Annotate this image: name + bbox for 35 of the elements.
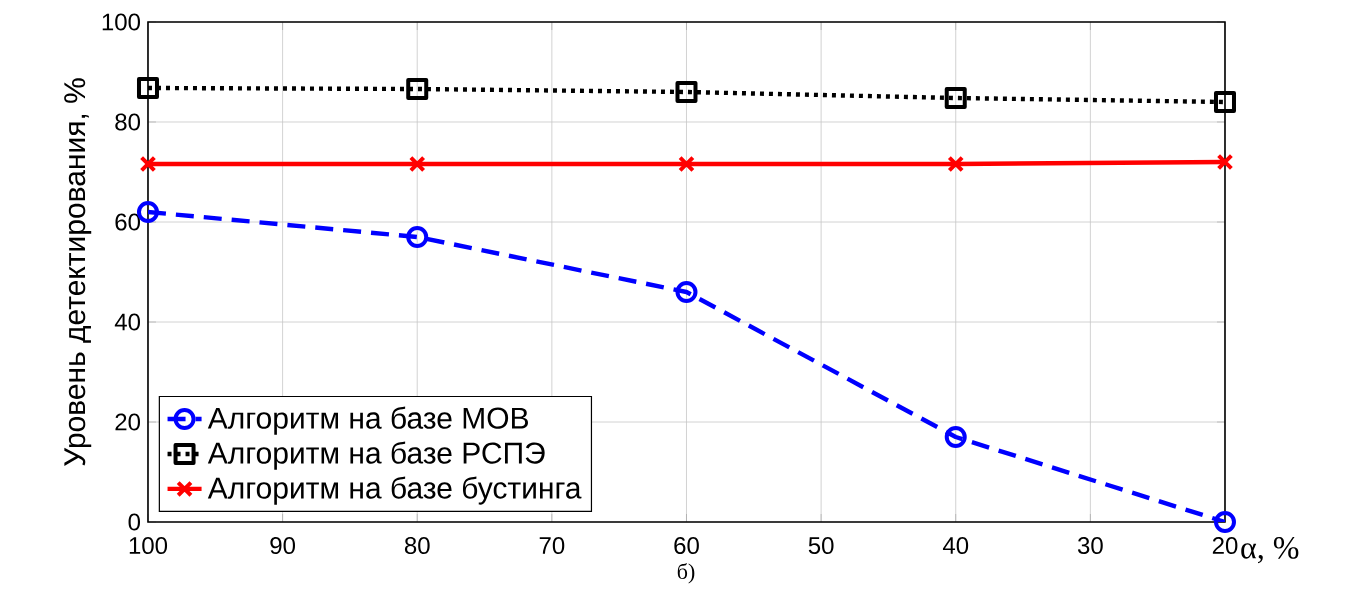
legend-label: Алгоритм на базе МОВ xyxy=(207,406,528,435)
x-axis-title: α, % xyxy=(1241,537,1299,564)
point xyxy=(1216,153,1234,171)
y-tick-label: 20 xyxy=(115,413,140,431)
x-tick-label: 100 xyxy=(129,537,168,555)
x-tick-label: 30 xyxy=(1077,537,1103,555)
point xyxy=(1213,90,1236,113)
point xyxy=(408,155,426,173)
point xyxy=(944,426,967,448)
x-tick-label: 90 xyxy=(270,537,296,555)
point xyxy=(1213,511,1236,533)
point xyxy=(675,281,698,303)
legend-label: Алгоритм на базе бустинга xyxy=(207,476,582,505)
y-tick-label: 60 xyxy=(115,213,140,231)
x-tick-label: 20 xyxy=(1212,537,1238,555)
point xyxy=(678,155,695,173)
point xyxy=(139,155,157,173)
y-tick-label: 40 xyxy=(114,313,140,331)
x-tick-label: 40 xyxy=(942,537,969,555)
y-axis-title: Уровень детектирования, % xyxy=(64,78,92,467)
x-tick-label: 50 xyxy=(808,537,834,555)
point xyxy=(944,86,967,109)
x-tick-label: 60 xyxy=(674,537,699,555)
y-tick-label: 0 xyxy=(128,513,141,531)
point xyxy=(406,226,429,248)
point xyxy=(675,80,698,103)
x-tick-label: 80 xyxy=(404,537,430,555)
y-tick-label: 100 xyxy=(102,13,140,31)
legend-label: Алгоритм на базе РСПЭ xyxy=(207,441,545,470)
point xyxy=(947,155,965,173)
point xyxy=(406,77,429,100)
y-tick-label: 80 xyxy=(115,113,140,131)
text: б) xyxy=(677,563,695,584)
x-tick-label: 70 xyxy=(539,537,565,555)
point xyxy=(136,76,159,99)
